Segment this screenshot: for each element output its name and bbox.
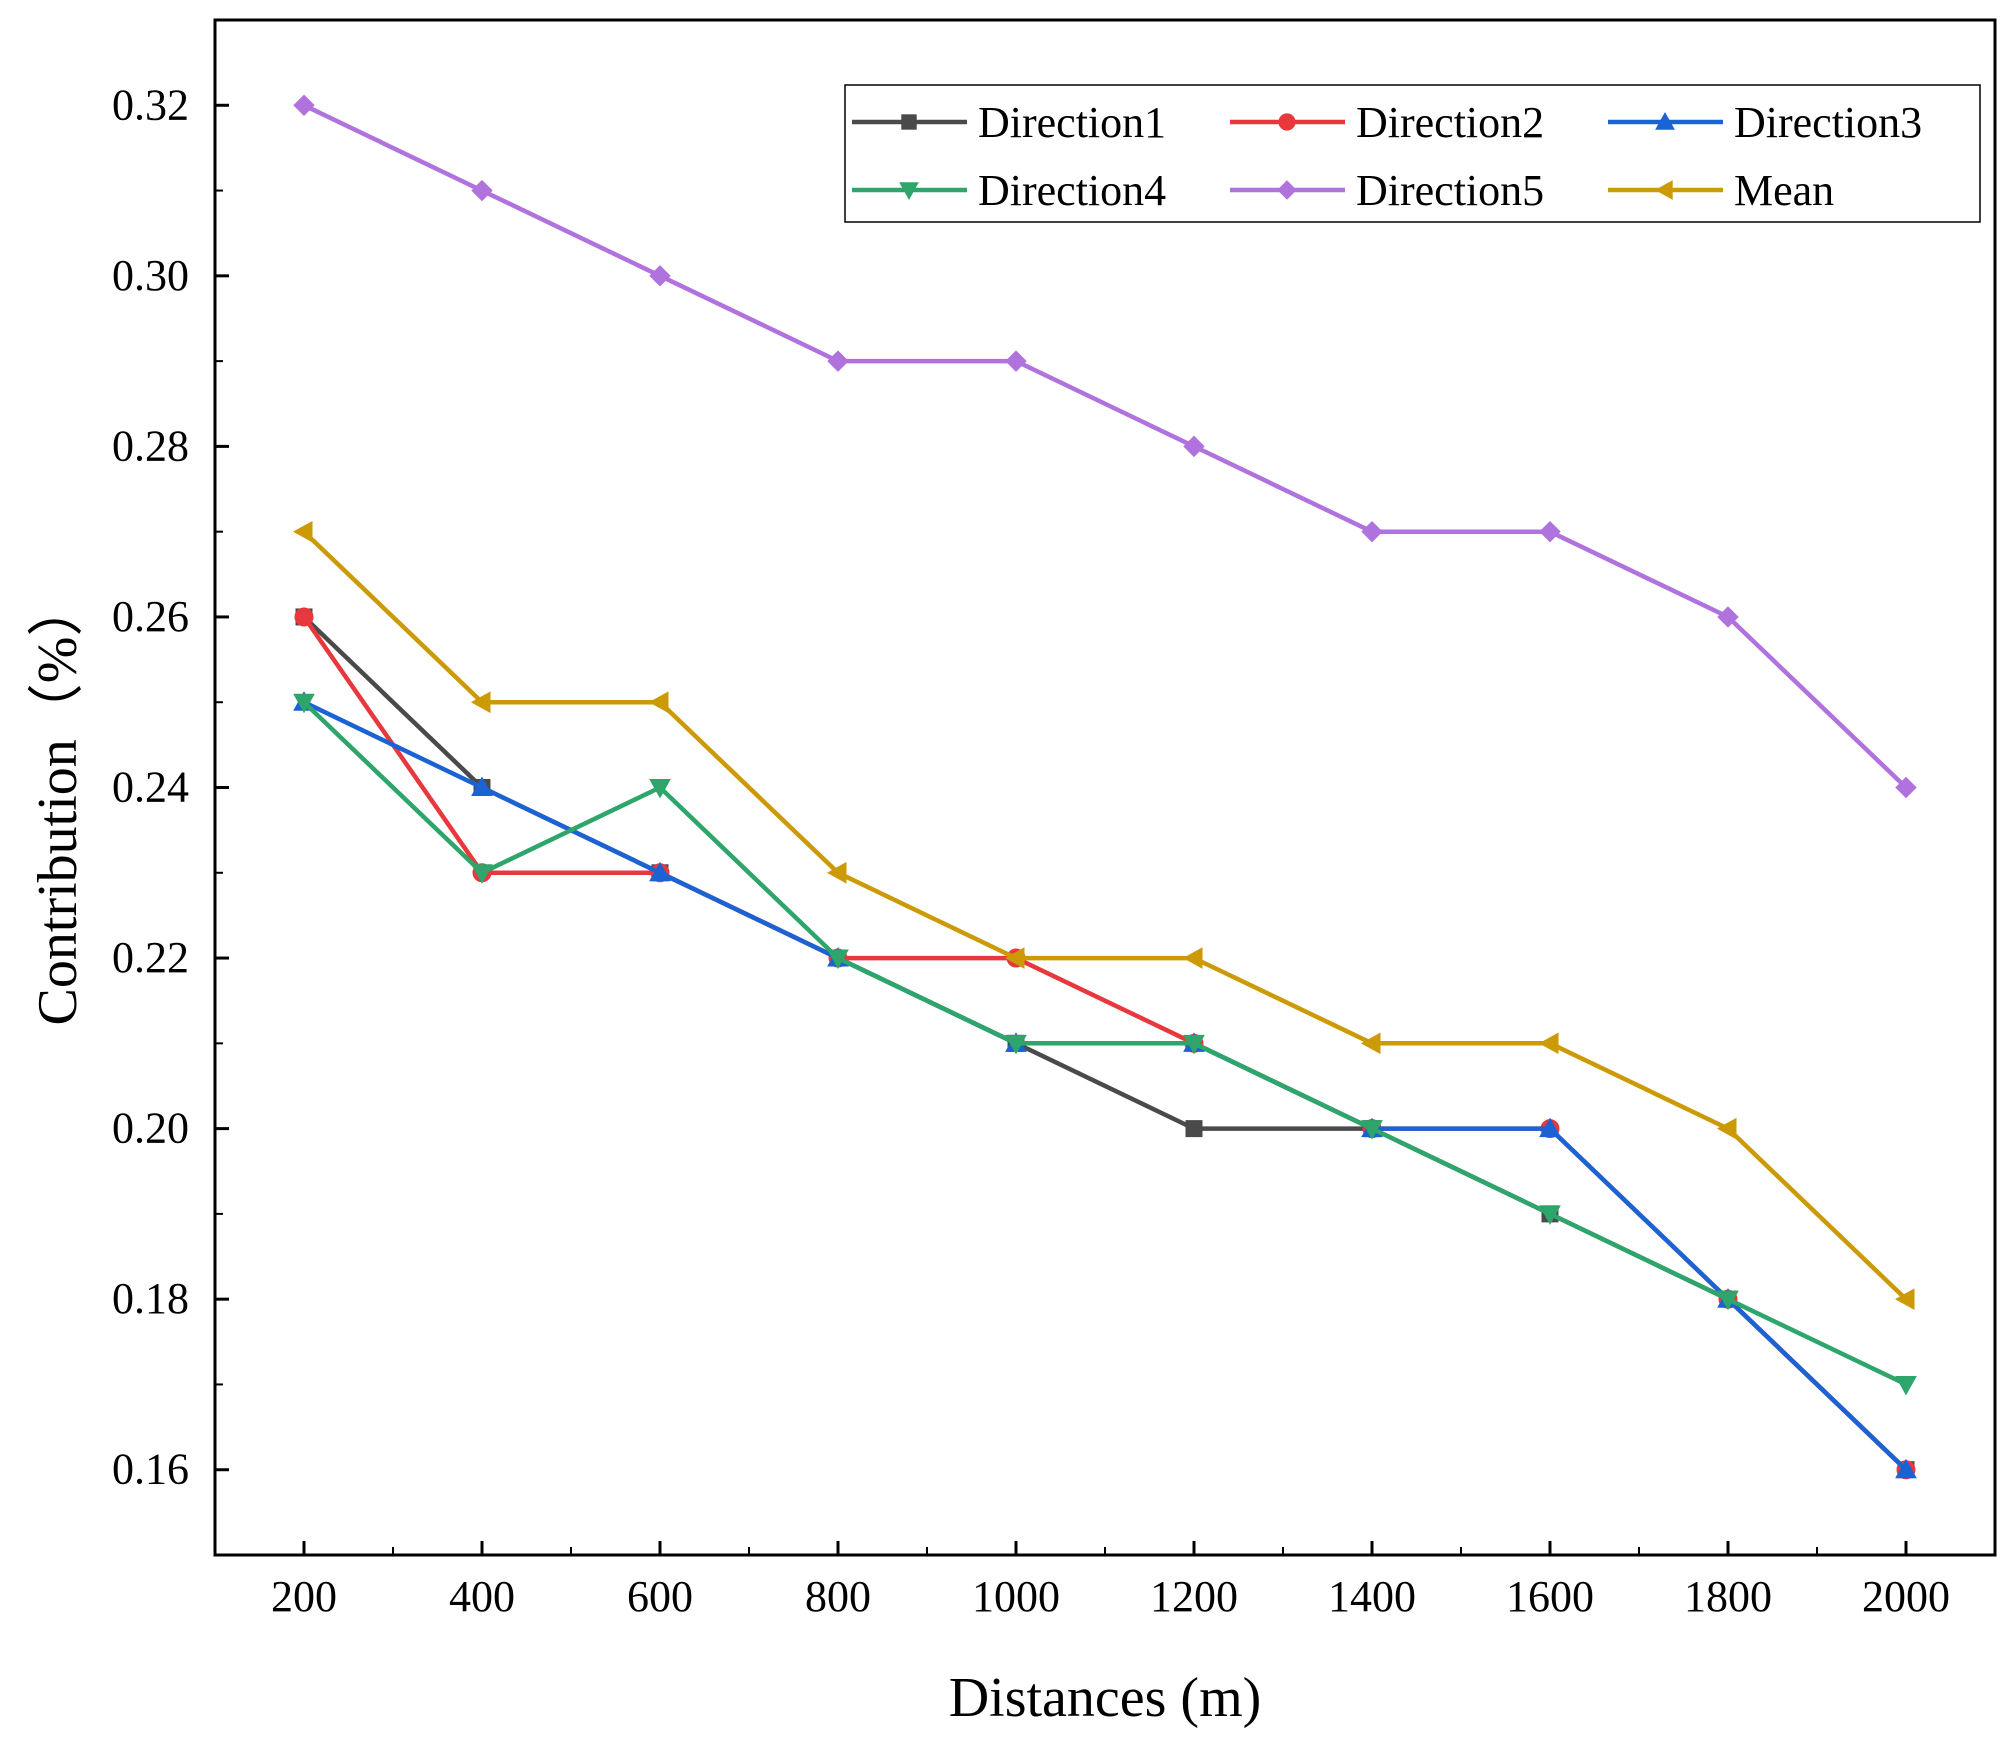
legend-item: Mean bbox=[1608, 166, 1834, 215]
legend-marker bbox=[1278, 113, 1296, 131]
data-point bbox=[293, 94, 315, 116]
series-layer bbox=[292, 94, 1917, 1480]
data-point bbox=[294, 607, 314, 627]
data-point bbox=[1895, 1458, 1917, 1479]
data-point bbox=[1716, 1117, 1737, 1140]
legend-label: Direction1 bbox=[978, 98, 1166, 147]
legend-label: Mean bbox=[1734, 166, 1834, 215]
x-tick-label: 1800 bbox=[1684, 1572, 1772, 1621]
series-direction5 bbox=[293, 94, 1917, 799]
legend-item: Direction4 bbox=[852, 166, 1166, 215]
x-tick-label: 1000 bbox=[972, 1572, 1060, 1621]
data-point bbox=[649, 265, 671, 287]
legend-marker bbox=[1654, 180, 1673, 200]
legend-marker bbox=[1277, 180, 1297, 200]
y-tick-label: 0.16 bbox=[112, 1445, 189, 1494]
data-point bbox=[292, 520, 313, 543]
y-tick-label: 0.22 bbox=[112, 933, 189, 982]
data-point bbox=[1005, 350, 1027, 372]
series-mean bbox=[292, 520, 1915, 1311]
legend-marker bbox=[901, 114, 917, 130]
data-point bbox=[827, 350, 849, 372]
data-point bbox=[1360, 1032, 1381, 1055]
series-line bbox=[302, 700, 1907, 1387]
y-axis: 0.16 0.18 0.20 0.22 0.24 0.26 0.28 0.30 0.32 bbox=[112, 80, 229, 1494]
y-tick-label: 0.24 bbox=[112, 763, 189, 812]
data-point bbox=[1895, 776, 1917, 799]
data-point bbox=[293, 693, 315, 714]
data-point bbox=[1895, 1375, 1917, 1396]
legend-marker bbox=[1655, 111, 1675, 130]
legend-item: Direction1 bbox=[852, 98, 1166, 147]
data-point bbox=[1538, 1032, 1559, 1055]
y-tick-label: 0.26 bbox=[112, 592, 189, 641]
data-point bbox=[1182, 947, 1203, 969]
legend-label: Direction3 bbox=[1734, 98, 1922, 147]
y-tick-label: 0.30 bbox=[112, 251, 189, 300]
y-tick-label: 0.20 bbox=[112, 1104, 189, 1153]
data-point bbox=[471, 864, 493, 884]
y-axis-label: Contribution（%） bbox=[27, 581, 89, 1026]
y-tick-label: 0.28 bbox=[112, 421, 189, 470]
x-tick-label: 1400 bbox=[1328, 1572, 1416, 1621]
data-point bbox=[1185, 1120, 1203, 1138]
legend-label: Direction5 bbox=[1356, 166, 1544, 215]
legend-item: Direction5 bbox=[1230, 166, 1544, 215]
x-tick-label: 2000 bbox=[1862, 1572, 1950, 1621]
data-point bbox=[471, 179, 493, 202]
data-point bbox=[649, 861, 671, 882]
data-point bbox=[1005, 1034, 1027, 1055]
data-point bbox=[827, 949, 849, 970]
data-point bbox=[826, 861, 847, 884]
data-point bbox=[1183, 1034, 1205, 1055]
data-point bbox=[1004, 947, 1025, 969]
data-point bbox=[1717, 606, 1739, 628]
legend-item: Direction2 bbox=[1230, 98, 1544, 147]
data-point bbox=[1361, 520, 1383, 543]
x-tick-label: 800 bbox=[805, 1572, 871, 1621]
x-tick-label: 400 bbox=[449, 1572, 515, 1621]
data-point bbox=[1361, 1120, 1383, 1140]
x-tick-label: 1600 bbox=[1506, 1572, 1594, 1621]
data-point bbox=[1539, 1205, 1561, 1225]
data-point bbox=[1894, 1288, 1915, 1311]
legend-label: Direction4 bbox=[978, 166, 1166, 215]
x-tick-label: 200 bbox=[271, 1572, 337, 1621]
x-tick-label: 600 bbox=[627, 1572, 693, 1621]
data-point bbox=[471, 776, 493, 796]
data-point bbox=[1539, 1117, 1561, 1138]
legend-item: Direction3 bbox=[1608, 98, 1922, 147]
legend-label: Direction2 bbox=[1356, 98, 1544, 147]
x-tick-label: 1200 bbox=[1150, 1572, 1238, 1621]
data-point bbox=[1717, 1290, 1739, 1311]
data-point bbox=[1183, 435, 1205, 458]
series-line bbox=[302, 530, 1908, 1301]
data-point bbox=[1539, 520, 1561, 543]
data-point bbox=[649, 779, 671, 799]
legend: Direction1 Direction2 Direction3 Direction4… bbox=[844, 84, 1981, 223]
legend-marker bbox=[899, 182, 919, 201]
y-tick-label: 0.32 bbox=[112, 80, 189, 129]
series-direction4 bbox=[293, 693, 1917, 1396]
data-point bbox=[470, 691, 491, 714]
series-line bbox=[303, 103, 1908, 790]
x-axis-label: Distances (m) bbox=[949, 1667, 1262, 1729]
legend-box bbox=[844, 84, 1981, 223]
data-point bbox=[648, 691, 669, 714]
y-tick-label: 0.18 bbox=[112, 1274, 189, 1323]
x-axis: 200 400 600 800 1000 1200 1400 1600 1800 2000 bbox=[271, 1541, 1950, 1621]
